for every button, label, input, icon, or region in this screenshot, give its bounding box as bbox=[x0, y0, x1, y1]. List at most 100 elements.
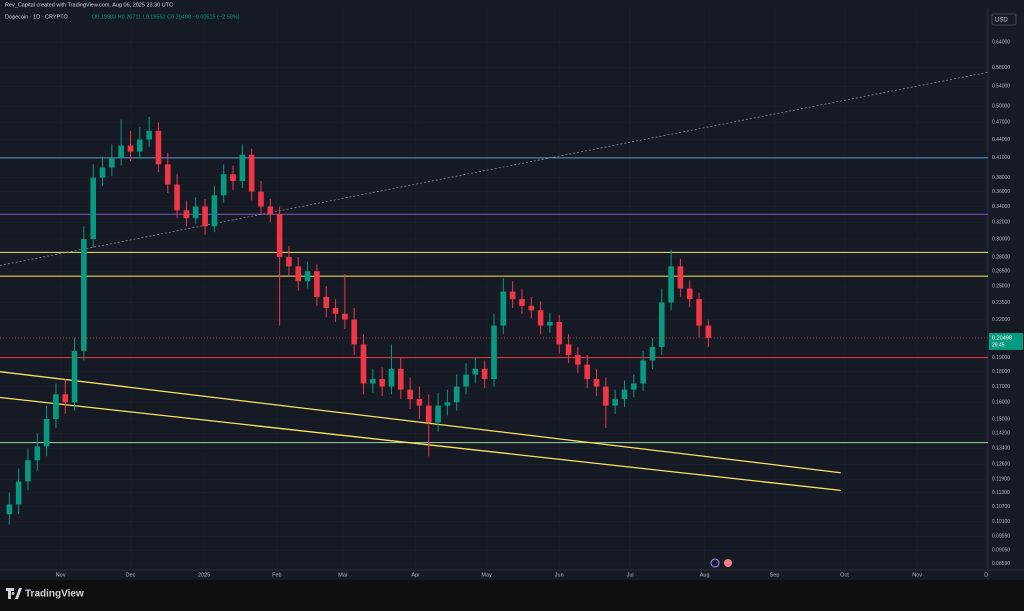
candle-body bbox=[379, 379, 385, 387]
candle-body bbox=[565, 344, 572, 355]
candle-body bbox=[90, 177, 97, 240]
y-tick-label: 0.19000 bbox=[992, 355, 1010, 361]
y-tick-label: 0.44000 bbox=[992, 137, 1010, 143]
x-tick-label: D bbox=[984, 572, 988, 578]
candle-body bbox=[528, 305, 535, 311]
candle-body bbox=[453, 386, 460, 403]
candle-body bbox=[621, 389, 628, 400]
candle-body bbox=[71, 350, 78, 403]
candle-body bbox=[444, 402, 451, 406]
candle-body bbox=[146, 130, 152, 140]
candle-body bbox=[183, 210, 190, 219]
candle-body bbox=[258, 191, 264, 207]
y-tick-label: 0.23500 bbox=[992, 300, 1010, 306]
y-tick-label: 0.22000 bbox=[992, 317, 1010, 323]
candle-body bbox=[537, 310, 544, 326]
currency-button[interactable] bbox=[991, 13, 1017, 26]
candle-body bbox=[202, 206, 208, 227]
x-tick-label: Apr bbox=[411, 572, 420, 578]
candle-body bbox=[668, 266, 674, 303]
chart-background bbox=[0, 0, 1024, 580]
candle-body bbox=[547, 321, 553, 326]
candle-body bbox=[686, 288, 693, 300]
countdown: 29:45 bbox=[992, 342, 1005, 348]
y-tick-label: 0.25000 bbox=[992, 284, 1010, 290]
candle-body bbox=[509, 291, 516, 300]
y-tick-label: 0.34000 bbox=[992, 204, 1010, 210]
last-price: 0.20498 bbox=[992, 335, 1012, 341]
x-tick-label: Oct bbox=[840, 572, 849, 578]
candle-body bbox=[267, 206, 274, 215]
y-tick-label: 0.12600 bbox=[992, 462, 1010, 468]
candle-body bbox=[43, 419, 50, 447]
y-tick-label: 0.11900 bbox=[992, 477, 1010, 483]
candle-body bbox=[677, 266, 684, 289]
y-tick-label: 0.16000 bbox=[992, 400, 1010, 406]
x-tick-label: Nov bbox=[56, 572, 66, 578]
currency[interactable]: USD bbox=[995, 18, 1008, 24]
candle-body bbox=[164, 164, 171, 185]
ohlc: O0.19983 H0.20711 L0.19562 C0.20498 −0.0… bbox=[92, 14, 240, 20]
y-tick-label: 0.17000 bbox=[992, 384, 1010, 390]
candle-body bbox=[463, 374, 469, 387]
candle-body bbox=[481, 368, 488, 380]
y-tick-label: 0.10700 bbox=[992, 504, 1010, 510]
candle-body bbox=[388, 368, 395, 387]
y-tick-label: 0.58000 bbox=[992, 65, 1010, 71]
x-tick-label: Jul bbox=[627, 572, 634, 578]
y-tick-label: 0.15000 bbox=[992, 416, 1010, 422]
y-tick-label: 0.54000 bbox=[992, 84, 1010, 90]
candle-body bbox=[696, 299, 702, 326]
candle-body bbox=[640, 360, 646, 384]
candle-body bbox=[127, 145, 134, 152]
candle-body bbox=[323, 296, 330, 309]
y-tick-label: 0.38000 bbox=[992, 175, 1010, 181]
x-tick-label: Aug bbox=[700, 572, 710, 578]
candle-body bbox=[99, 167, 106, 178]
x-tick-label: Mar bbox=[338, 572, 348, 578]
y-tick-label: 0.41000 bbox=[992, 155, 1010, 161]
y-tick-label: 0.08590 bbox=[992, 561, 1010, 567]
event-icon[interactable] bbox=[724, 559, 732, 567]
candle-body bbox=[397, 368, 404, 390]
candle-body bbox=[304, 271, 311, 282]
candle-body bbox=[612, 399, 618, 406]
x-tick-label: Jun bbox=[555, 572, 564, 578]
candle-body bbox=[174, 184, 180, 211]
candle-body bbox=[220, 174, 227, 196]
candle-body bbox=[584, 364, 591, 380]
candle-body bbox=[53, 394, 59, 420]
candle-body bbox=[239, 154, 246, 182]
y-tick-label: 0.64000 bbox=[992, 40, 1010, 46]
candle-body bbox=[575, 354, 581, 365]
candle-body bbox=[603, 386, 609, 406]
event-icon[interactable] bbox=[710, 558, 720, 568]
candle-body bbox=[658, 302, 665, 347]
x-tick-label: Dec bbox=[126, 572, 136, 578]
brand: TradingView bbox=[25, 589, 84, 600]
plot bbox=[0, 8, 989, 570]
x-tick-label: Feb bbox=[272, 572, 281, 578]
candle-body bbox=[192, 206, 199, 219]
candle-body bbox=[295, 266, 302, 282]
y-tick-label: 0.10100 bbox=[992, 519, 1010, 525]
candle-body bbox=[500, 291, 507, 326]
y-tick-label: 0.18000 bbox=[992, 369, 1010, 375]
candle-body bbox=[649, 346, 656, 361]
candle-body bbox=[230, 174, 236, 182]
candle-body bbox=[6, 504, 13, 515]
candle-body bbox=[491, 325, 497, 380]
candle-body bbox=[15, 481, 22, 505]
y-tick-label: 0.09550 bbox=[992, 534, 1010, 540]
y-tick-label: 0.30000 bbox=[992, 236, 1010, 242]
candle-body bbox=[370, 379, 376, 384]
logo bbox=[6, 588, 22, 599]
trend-line bbox=[0, 396, 841, 492]
candle-body bbox=[425, 405, 432, 423]
price-tag bbox=[989, 332, 1023, 350]
y-tick-label: 0.47000 bbox=[992, 120, 1010, 126]
x-tick-label: 2025 bbox=[198, 572, 210, 578]
y-tick-label: 0.28000 bbox=[992, 254, 1010, 260]
